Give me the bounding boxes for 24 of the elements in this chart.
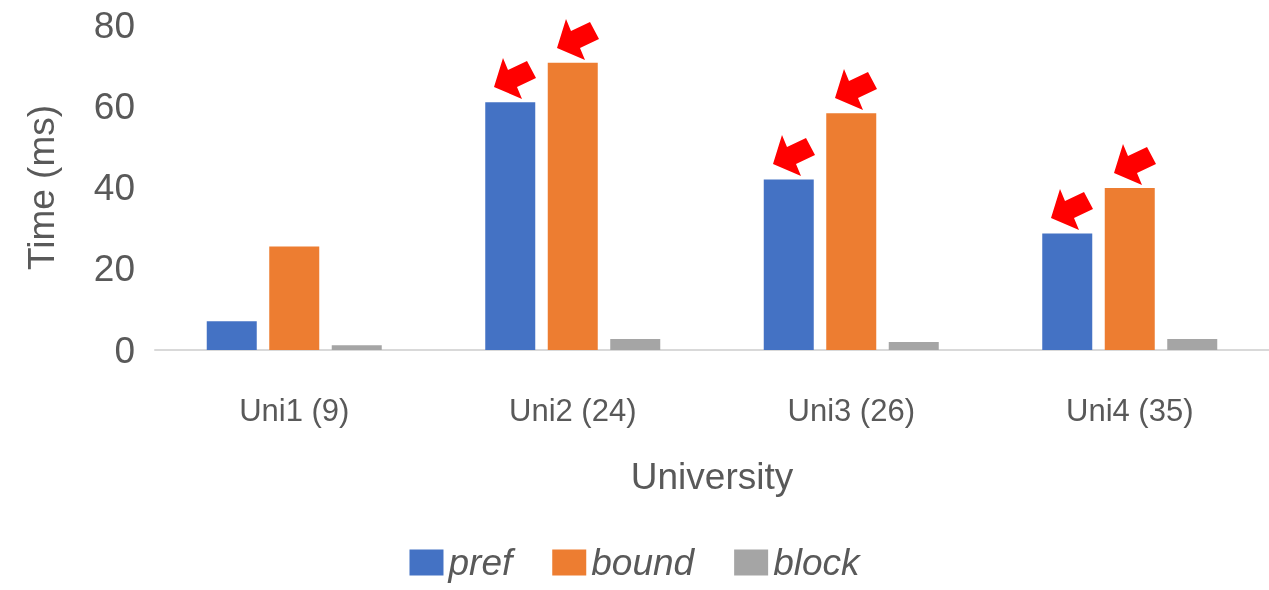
bar [331,345,382,350]
x-tick-label: Uni3 (26) [787,393,915,428]
y-tick-label: 40 [93,167,135,208]
y-tick-label: 60 [93,85,135,127]
y-tick-label: 20 [93,248,135,290]
bar [1167,339,1218,350]
bar [485,102,536,350]
x-tick-label: Uni4 (35) [1066,393,1194,428]
x-tick-label: Uni1 (9) [239,393,350,428]
bar [1042,233,1093,350]
legend-label: bound [591,542,696,583]
bar [888,341,939,350]
y-tick-label: 80 [93,4,135,46]
y-tick-label: 0 [114,329,135,371]
legend-label: block [773,542,863,583]
bar [610,339,661,350]
y-axis-title: Time (ms) [21,104,62,271]
bar [206,321,257,350]
bar [826,113,877,350]
x-axis-title: University [630,456,794,497]
legend-label: pref [447,542,516,583]
bar [763,179,814,350]
x-tick-label: Uni2 (24) [509,393,637,428]
bar [269,246,320,350]
